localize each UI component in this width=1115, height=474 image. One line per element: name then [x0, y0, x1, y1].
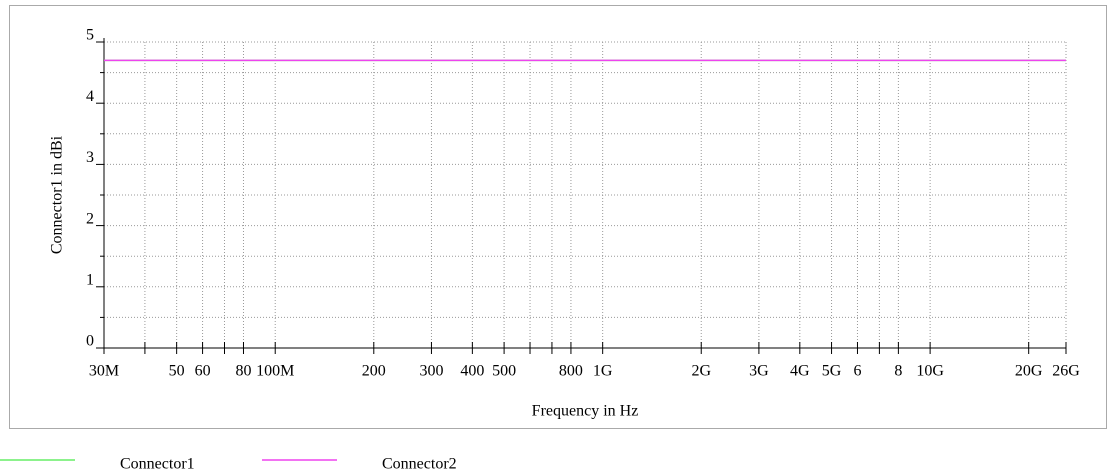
x-tick-label: 200 [362, 363, 386, 380]
y-tick-label: 5 [86, 27, 94, 44]
x-tick-label: 500 [492, 363, 516, 380]
x-tick-label: 26G [1052, 363, 1080, 380]
x-tick-label: 50 [169, 363, 185, 380]
x-tick-label: 1G [593, 363, 613, 380]
y-tick-label: 1 [86, 271, 94, 288]
x-axis-title: Frequency in Hz [532, 403, 639, 420]
y-tick-label: 0 [86, 333, 94, 350]
legend-label: Connector2 [382, 456, 457, 473]
x-tick-label: 5G [822, 363, 842, 380]
x-tick-label: 80 [235, 363, 251, 380]
legend-label: Connector1 [120, 456, 195, 473]
x-tick-label: 8 [894, 363, 902, 380]
x-tick-label: 300 [419, 363, 443, 380]
x-tick-label: 20G [1015, 363, 1043, 380]
x-tick-label: 30M [89, 363, 119, 380]
y-axis-title: Connector1 in dBi [49, 135, 66, 254]
y-tick-label: 3 [86, 149, 94, 166]
x-tick-label: 400 [460, 363, 484, 380]
x-tick-label: 3G [749, 363, 769, 380]
x-tick-label: 100M [256, 363, 294, 380]
x-tick-label: 10G [916, 363, 944, 380]
chart-frame [9, 5, 1107, 429]
x-tick-label: 4G [790, 363, 810, 380]
x-tick-label: 60 [195, 363, 211, 380]
x-tick-label: 2G [691, 363, 711, 380]
x-tick-label: 800 [559, 363, 583, 380]
x-tick-label: 6 [853, 363, 861, 380]
y-tick-label: 4 [86, 88, 94, 105]
y-tick-label: 2 [86, 210, 94, 227]
